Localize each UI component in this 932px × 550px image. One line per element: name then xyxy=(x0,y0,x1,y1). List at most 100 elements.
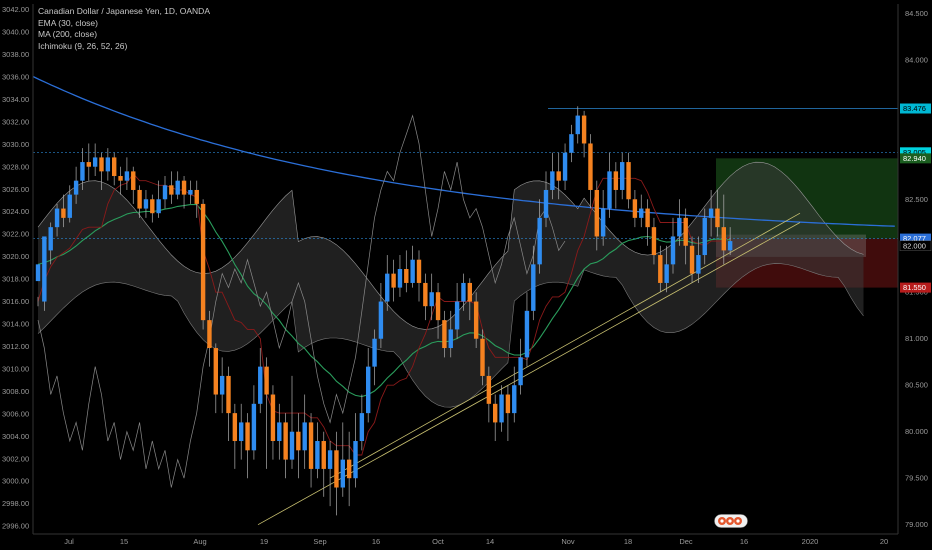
candle-body xyxy=(416,259,422,283)
candle-body xyxy=(137,189,142,209)
price-tag xyxy=(900,233,931,244)
ma-legend[interactable]: MA (200, close) xyxy=(38,29,98,39)
chikou-line xyxy=(37,114,566,488)
candle-body xyxy=(188,189,193,195)
candle-body xyxy=(200,203,206,321)
left-tick-label: 3012.00 xyxy=(2,342,29,351)
left-tick-label: 3030.00 xyxy=(2,140,29,149)
time-tick-label: 19 xyxy=(260,537,268,546)
candle-body xyxy=(397,269,403,288)
left-tick-label: 3032.00 xyxy=(2,117,29,126)
candle-body xyxy=(99,157,104,172)
candle-body xyxy=(194,189,199,204)
left-tick-label: 3038.00 xyxy=(2,50,29,59)
candle-body xyxy=(499,394,504,423)
candle-body xyxy=(289,431,295,460)
right-tick-label: 84.000 xyxy=(905,55,928,64)
left-tick-label: 3036.00 xyxy=(2,72,29,81)
price-tag-label: 82.077 xyxy=(903,234,926,243)
candle-body xyxy=(308,422,314,469)
candle-body xyxy=(156,199,161,214)
candle-body xyxy=(600,208,606,237)
left-tick-label: 3014.00 xyxy=(2,320,29,329)
candle-body xyxy=(359,413,365,442)
left-tick-label: 3010.00 xyxy=(2,364,29,373)
time-tick-label: 18 xyxy=(624,537,632,546)
left-tick-label: 3020.00 xyxy=(2,252,29,261)
left-tick-label: 3040.00 xyxy=(2,28,29,37)
candle-body xyxy=(207,320,212,349)
candle-body xyxy=(493,403,498,423)
candle-body xyxy=(105,157,111,172)
candle-body xyxy=(588,143,593,190)
candle-body xyxy=(575,115,580,135)
candle-body xyxy=(124,171,130,181)
candle-body xyxy=(607,171,612,209)
time-tick-label: 2020 xyxy=(802,537,819,546)
candle-body xyxy=(442,320,447,349)
candlesticks xyxy=(35,106,733,516)
candle-body xyxy=(404,269,409,283)
left-tick-label: 3004.00 xyxy=(2,432,29,441)
candle-body xyxy=(626,162,631,200)
ema-legend[interactable]: EMA (30, close) xyxy=(38,17,98,28)
candle-body xyxy=(213,348,218,395)
right-tick-label: 80.000 xyxy=(905,427,928,436)
candle-body xyxy=(410,259,415,283)
left-tick-label: 3022.00 xyxy=(2,230,29,239)
candle-body xyxy=(92,157,98,167)
candle-body xyxy=(181,180,187,195)
left-tick-label: 3026.00 xyxy=(2,185,29,194)
left-tick-label: 3018.00 xyxy=(2,275,29,284)
time-tick-label: Jul xyxy=(64,537,74,546)
candle-body xyxy=(67,194,72,218)
price-tag-label: 83.476 xyxy=(903,104,926,113)
symbol-title[interactable]: Canadian Dollar / Japanese Yen, 1D, OAND… xyxy=(38,6,210,16)
candle-body xyxy=(702,217,707,256)
candle-body xyxy=(378,301,384,339)
left-tick-label: 2996.00 xyxy=(2,522,29,531)
left-price-axis[interactable]: 3042.00 3040.00 3038.00 3036.00 3034.00 3032.… xyxy=(2,4,34,534)
candle-body xyxy=(118,176,123,181)
candle-body xyxy=(594,189,599,237)
price-tag xyxy=(900,103,931,114)
candle-body xyxy=(658,255,663,283)
candle-body xyxy=(366,366,371,414)
candle-body xyxy=(226,375,231,414)
candle-body xyxy=(473,301,479,339)
ichimoku-legend[interactable]: Ichimoku (9, 26, 52, 26) xyxy=(38,40,128,51)
candle-body xyxy=(727,241,733,251)
candle-body xyxy=(708,208,714,218)
candle-body xyxy=(372,338,377,367)
tradingview-logo-icon xyxy=(714,514,748,528)
candle-body xyxy=(664,264,669,283)
candle-body xyxy=(454,301,460,330)
candle-body xyxy=(270,394,276,442)
time-axis[interactable]: Jul 15 Aug 19 Sep 16 Oct 14 Nov 18 Dec 16 2020 20 xyxy=(33,533,898,546)
candle-body xyxy=(531,264,536,311)
time-tick-label: Dec xyxy=(679,537,693,546)
time-tick-label: 20 xyxy=(880,537,888,546)
candle-body xyxy=(131,171,136,190)
time-tick-label: Nov xyxy=(561,537,575,546)
candle-body xyxy=(537,217,542,265)
candle-body xyxy=(448,329,453,349)
time-tick-label: 16 xyxy=(740,537,748,546)
candle-body xyxy=(86,162,91,167)
horizontal-lines[interactable] xyxy=(33,108,898,239)
left-tick-label: 3006.00 xyxy=(2,409,29,418)
candle-body xyxy=(48,227,53,251)
candle-body xyxy=(353,441,358,479)
left-tick-label: 3034.00 xyxy=(2,95,29,104)
candle-body xyxy=(143,199,149,209)
time-tick-label: Oct xyxy=(432,537,445,546)
candle-body xyxy=(696,255,701,274)
candle-body xyxy=(169,185,174,195)
trend-line-upper[interactable] xyxy=(329,212,801,479)
candle-body xyxy=(321,441,326,469)
price-tag-label: 81.550 xyxy=(903,283,926,292)
candle-body xyxy=(423,282,428,307)
left-tick-label: 3016.00 xyxy=(2,297,29,306)
